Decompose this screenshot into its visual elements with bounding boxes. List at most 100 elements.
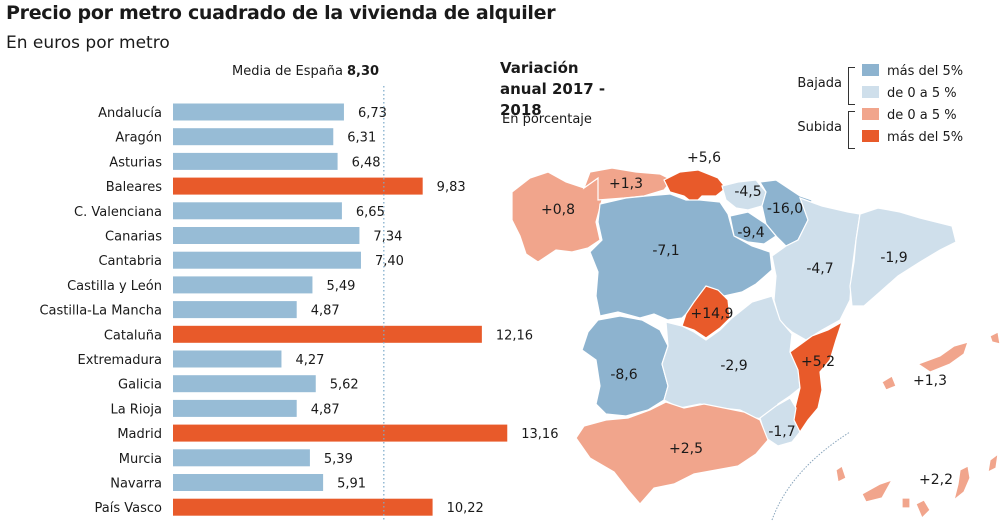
mean-reference-label: Media de España 8,30 (232, 64, 379, 79)
map-region-label: +5,6 (687, 150, 721, 166)
map-region (835, 452, 999, 520)
bar-category-label: Castilla-La Mancha (39, 304, 162, 319)
bar (173, 128, 334, 146)
map-region-label: -1,7 (768, 424, 795, 440)
legend-item: más del 5% (862, 130, 963, 145)
bar-category-label: C. Valenciana (74, 205, 162, 220)
bar-category-label: Galicia (118, 378, 162, 393)
canarias-separator-line (771, 431, 851, 521)
bar-value-label: 10,22 (447, 501, 484, 516)
map-region-label: -7,1 (652, 243, 679, 259)
bar (173, 276, 313, 294)
bar-category-label: Asturias (109, 155, 162, 170)
legend-item-label: de 0 a 5 % (887, 108, 957, 123)
bar-value-label: 7,40 (375, 254, 404, 269)
bar (173, 103, 344, 121)
bar (173, 399, 297, 417)
legend-item: de 0 a 5 % (862, 86, 957, 101)
bar (173, 498, 433, 516)
map-region-label: -8,6 (610, 367, 637, 383)
map-region-label: -1,9 (880, 250, 907, 266)
map-region (581, 315, 669, 417)
map-region-label: -9,4 (737, 225, 764, 241)
bar-value-label: 13,16 (521, 427, 558, 442)
mean-value: 8,30 (346, 64, 380, 79)
map-region (589, 193, 773, 321)
legend-swatch (862, 130, 879, 142)
chart-title: Precio por metro cuadrado de la vivienda… (6, 2, 556, 24)
bar (173, 202, 342, 220)
legend-bracket (848, 67, 855, 105)
bar-value-label: 6,73 (358, 106, 387, 121)
bar-category-label: Castilla y León (67, 279, 162, 294)
map-subtitle: En porcentaje (502, 112, 592, 127)
bar-category-label: Cantabria (98, 254, 162, 269)
bar-category-label: La Rioja (110, 402, 162, 417)
bar (173, 301, 297, 319)
bar-value-label: 5,49 (326, 279, 355, 294)
map-region-label: +14,9 (691, 306, 734, 322)
bar-value-label: 5,62 (330, 378, 359, 393)
bar-value-label: 5,91 (337, 477, 366, 492)
map-region (759, 397, 801, 447)
map-region (729, 211, 777, 245)
bar-category-label: Cataluña (104, 328, 162, 343)
bar (173, 350, 282, 368)
bar (173, 177, 423, 195)
map-region-label: -4,7 (806, 261, 833, 277)
bar-value-label: 5,39 (324, 452, 353, 467)
map-region (663, 169, 727, 205)
bar-value-label: 7,34 (373, 230, 402, 245)
bar (173, 152, 338, 170)
map-region-label: +5,2 (801, 354, 835, 370)
map-region-label: -2,9 (720, 358, 747, 374)
legend-item: de 0 a 5 % (862, 108, 957, 123)
map-region (771, 196, 861, 341)
bar-value-label: 9,83 (437, 180, 466, 195)
legend-group-label: Subida (797, 120, 842, 135)
map-region-label: +2,2 (919, 472, 953, 488)
legend-item-label: más del 5% (887, 64, 964, 79)
map-region (721, 179, 767, 211)
bar-value-label: 4,87 (311, 402, 340, 417)
legend-swatch (862, 64, 879, 76)
map-region-label: +1,3 (913, 373, 947, 389)
map-region-label: +1,3 (609, 176, 643, 192)
map-region-label: +2,5 (669, 441, 703, 457)
legend-item: más del 5% (862, 64, 963, 79)
bar-category-label: Extremadura (78, 353, 163, 368)
bar (173, 449, 310, 467)
map-region (849, 207, 957, 307)
bar-category-label: Murcia (119, 452, 162, 467)
bar-category-label: Baleares (106, 180, 163, 195)
mean-label-text: Media de España (232, 64, 343, 79)
legend-item-label: de 0 a 5 % (887, 86, 957, 101)
map-region (881, 331, 1000, 391)
bar (173, 251, 361, 269)
map-region (582, 167, 673, 201)
legend-group-label: Bajada (797, 76, 842, 91)
map-region-label: -4,5 (734, 184, 761, 200)
legend-bracket (848, 111, 855, 149)
bar-category-label: Madrid (117, 427, 162, 442)
bar (173, 227, 360, 244)
bar-value-label: 12,16 (496, 328, 533, 343)
bar-category-label: Navarra (110, 477, 162, 492)
map-title: Variación anual 2017 - 2018 (500, 58, 630, 121)
legend-item-label: más del 5% (887, 130, 964, 145)
bar (173, 424, 508, 442)
chart-subtitle: En euros por metro (6, 33, 170, 53)
bar-category-label: Andalucía (98, 106, 162, 121)
bar-category-label: País Vasco (95, 501, 163, 516)
bar-category-label: Canarias (105, 230, 162, 245)
map-title-line: Variación anual 2017 - 2018 (500, 59, 606, 119)
legend-swatch (862, 108, 879, 120)
bar-value-label: 6,65 (356, 205, 385, 220)
legend-swatch (862, 86, 879, 98)
bar (173, 375, 316, 393)
bar-value-label: 6,31 (347, 131, 376, 146)
map-region (759, 179, 813, 247)
map-region (661, 295, 801, 421)
bar-chart: Andalucía 6,73 Aragón 6,31 Asturias 6,48 Balea… (39, 86, 558, 520)
bar (173, 325, 482, 343)
